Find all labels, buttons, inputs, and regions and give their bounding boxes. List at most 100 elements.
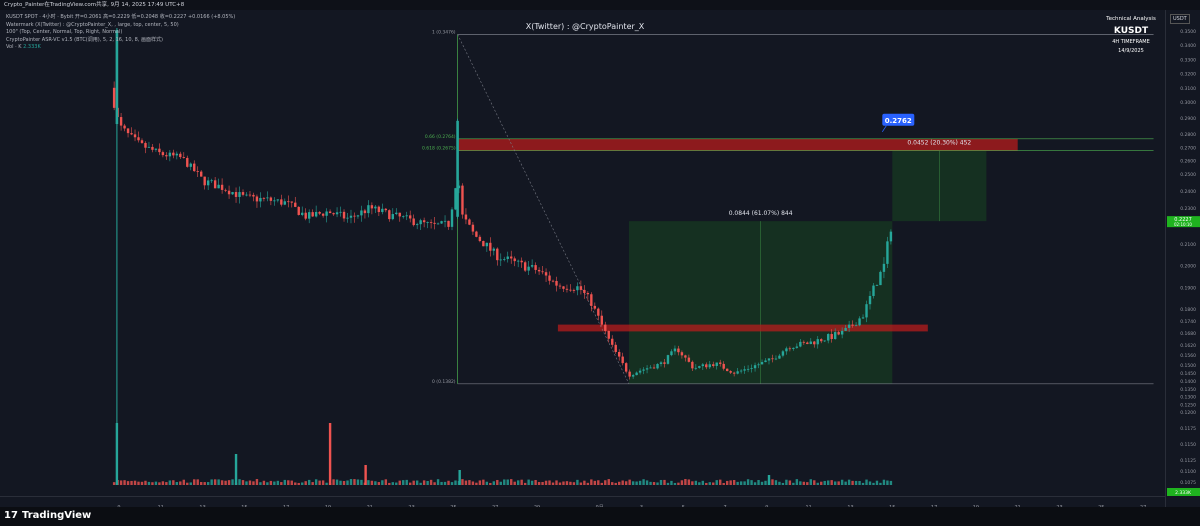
volume-bar-200 — [809, 479, 812, 485]
chart-plot[interactable]: 1 (0.3476) 0.66 (0.2764) 0.618 (0.2675) 0 (… — [0, 10, 1165, 496]
candle-body-203 — [820, 339, 823, 342]
price-tick-2: 0.3300 — [1180, 57, 1196, 63]
candle-body-73 — [367, 205, 370, 214]
volume-bar-157 — [659, 479, 663, 485]
candle-body-177 — [729, 371, 732, 373]
volume-bar-167 — [694, 480, 698, 485]
volume-bar-201 — [813, 480, 816, 485]
candle-body-19 — [179, 153, 182, 158]
candle-body-71 — [360, 210, 363, 216]
candle-body-150 — [635, 372, 638, 376]
candle-body-108 — [489, 242, 492, 251]
candle-body-186 — [760, 362, 764, 365]
volume-bar-133 — [576, 479, 579, 485]
volume-bar-64 — [335, 479, 339, 485]
candle-body-13 — [158, 148, 161, 153]
volume-bar-214 — [858, 481, 861, 485]
currency-badge[interactable]: USDT — [1170, 14, 1190, 24]
candle-body-146 — [621, 356, 624, 364]
volume-bar-107 — [485, 481, 489, 485]
volume-bar-48 — [280, 482, 283, 485]
price-tick-32: 0.1075 — [1180, 480, 1196, 486]
volume-bar-101 — [464, 480, 468, 485]
candle-body-53 — [297, 206, 300, 215]
volume-bar-183 — [750, 480, 753, 485]
volume-bar-106 — [482, 479, 485, 485]
tradingview-brand[interactable]: TradingView — [22, 510, 92, 521]
candle-body-48 — [280, 199, 283, 205]
volume-bar-203 — [820, 481, 823, 485]
volume-bar-136 — [586, 482, 590, 485]
footer: 17 TradingView — [0, 507, 1200, 526]
volume-bar-49 — [283, 479, 287, 485]
candle-body-159 — [666, 355, 670, 364]
price-tick-4: 0.3100 — [1180, 86, 1196, 92]
candle-body-6 — [133, 134, 137, 138]
volume-bar-180 — [739, 481, 743, 485]
candle-body-201 — [813, 341, 816, 345]
volume-bar-3 — [123, 480, 126, 485]
candle-body-116 — [516, 260, 520, 262]
volume-bar-5 — [130, 480, 133, 485]
measure-label-1: 0.0452 (20.30%) 452 — [907, 140, 971, 147]
volume-bar-171 — [708, 482, 711, 485]
candle-body-68 — [349, 215, 353, 218]
candle-body-122 — [537, 269, 541, 272]
volume-bar-141 — [604, 480, 607, 485]
candle-body-211 — [847, 324, 851, 328]
candle-body-65 — [339, 211, 342, 213]
candle-body-191 — [778, 355, 781, 359]
volume-bar-78 — [384, 479, 388, 485]
volume-bar-127 — [555, 480, 558, 485]
candle-body-165 — [687, 357, 691, 362]
candle-body-205 — [827, 334, 830, 341]
candle-body-5 — [130, 133, 133, 135]
candle-body-132 — [572, 290, 576, 291]
volume-bar-42 — [259, 482, 262, 485]
candle-body-223 — [889, 231, 893, 242]
volume-bar-108 — [489, 482, 492, 485]
volume-bar-34 — [231, 479, 234, 485]
candle-body-89 — [422, 220, 426, 223]
info-symbol: KUSDT — [1113, 26, 1149, 36]
volume-bar-210 — [844, 481, 847, 485]
volume-bar-207 — [833, 481, 837, 485]
volume-bar-75 — [374, 481, 377, 485]
volume-bar-179 — [736, 481, 739, 485]
volume-bar-118 — [523, 482, 527, 485]
volume-bar-69 — [353, 479, 356, 485]
volume-bar-115 — [513, 481, 516, 485]
volume-bar-52 — [294, 482, 297, 485]
volume-bar-121 — [534, 479, 537, 485]
price-tick-5: 0.3000 — [1180, 100, 1196, 106]
candle-body-145 — [618, 351, 621, 357]
volume-bar-66 — [342, 481, 346, 485]
volume-bar-146 — [621, 480, 624, 485]
candle-body-93 — [436, 223, 440, 225]
volume-bar-153 — [645, 480, 649, 485]
candle-body-115 — [513, 258, 516, 262]
candle-body-29 — [213, 180, 217, 189]
price-tick-28: 0.1175 — [1180, 426, 1196, 432]
candle-body-92 — [433, 222, 436, 224]
candle-body-178 — [732, 372, 736, 374]
candle-body-103 — [471, 224, 475, 232]
price-tick-18: 0.1680 — [1180, 331, 1196, 337]
volume-bar-215 — [861, 482, 865, 485]
volume-bar-131 — [569, 481, 572, 485]
candle-body-169 — [701, 364, 705, 367]
price-tick-21: 0.1500 — [1180, 363, 1196, 369]
candle-body-181 — [743, 369, 746, 371]
tradingview-logo-icon[interactable]: 17 — [4, 510, 18, 521]
price-tick-12: 0.2300 — [1180, 206, 1196, 212]
price-tick-22: 0.1450 — [1180, 371, 1196, 377]
price-axis[interactable]: 0.3500 0.3400 0.3300 0.3200 0.3100 0.3000 0.29… — [1165, 10, 1200, 507]
candle-body-107 — [485, 242, 489, 247]
volume-bar-216 — [865, 479, 868, 485]
volume-bar-32 — [224, 480, 227, 485]
candle-body-185 — [757, 364, 760, 366]
volume-bar-27 — [206, 482, 210, 485]
candle-body-90 — [426, 222, 429, 223]
candle-body-193 — [785, 348, 788, 352]
